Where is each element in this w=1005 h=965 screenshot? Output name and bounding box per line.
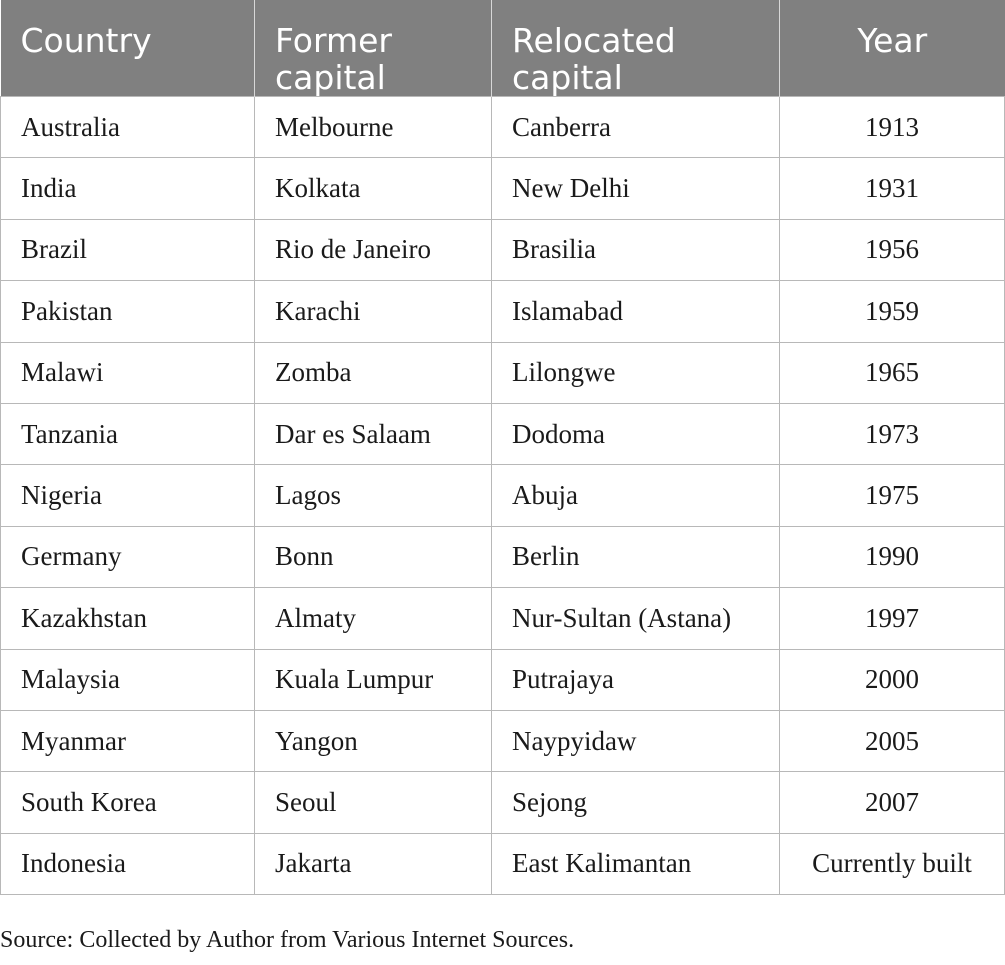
year-cell: 1931: [779, 157, 1005, 220]
table-row: India Kolkata New Delhi 1931: [0, 157, 1005, 220]
country-cell: Malaysia: [0, 648, 255, 711]
year-cell: 1975: [779, 464, 1005, 527]
relocated-capital-cell: Dodoma: [491, 402, 780, 466]
year-cell: 1913: [779, 95, 1005, 159]
former-capital-cell: Zomba: [254, 341, 492, 404]
country-cell: South Korea: [0, 771, 255, 834]
year-cell: 1997: [779, 587, 1005, 650]
former-capital-cell: Dar es Salaam: [254, 402, 492, 466]
table-body: Australia Melbourne Canberra 1913 India Kolka…: [0, 95, 1005, 896]
relocated-capital-cell: Putrajaya: [491, 648, 780, 711]
table-row: Myanmar Yangon Naypyidaw 2005: [0, 709, 1005, 773]
year-cell: 1956: [779, 218, 1005, 282]
former-capital-cell: Almaty: [254, 587, 492, 650]
former-capital-cell: Kolkata: [254, 157, 492, 220]
table-row: Pakistan Karachi Islamabad 1959: [0, 280, 1005, 343]
relocated-capital-cell: New Delhi: [491, 157, 780, 220]
former-capital-cell: Jakarta: [254, 832, 492, 896]
relocated-capital-cell: Lilongwe: [491, 341, 780, 404]
year-cell: 2005: [779, 709, 1005, 773]
former-capital-cell: Seoul: [254, 771, 492, 834]
country-cell: Pakistan: [0, 280, 255, 343]
former-capital-cell: Bonn: [254, 525, 492, 589]
relocated-capital-cell: Nur-Sultan (Astana): [491, 587, 780, 650]
table-header: Country Former capital Relocated capital…: [0, 0, 1005, 97]
header-relocated-capital: Relocated capital: [491, 0, 780, 97]
relocated-capital-cell: Naypyidaw: [491, 709, 780, 773]
year-cell: 2000: [779, 648, 1005, 711]
year-cell: 2007: [779, 771, 1005, 834]
source-note: Source: Collected by Author from Various…: [0, 927, 575, 953]
relocated-capital-cell: Brasilia: [491, 218, 780, 282]
table-row: Indonesia Jakarta East Kalimantan Currently…: [0, 832, 1005, 896]
header-row: Country Former capital Relocated capital…: [0, 0, 1005, 97]
country-cell: Germany: [0, 525, 255, 589]
country-cell: India: [0, 157, 255, 220]
former-capital-cell: Kuala Lumpur: [254, 648, 492, 711]
relocated-capital-cell: Islamabad: [491, 280, 780, 343]
header-former-capital: Former capital: [254, 0, 492, 97]
relocated-capital-cell: Sejong: [491, 771, 780, 834]
former-capital-cell: Karachi: [254, 280, 492, 343]
table-row: Tanzania Dar es Salaam Dodoma 1973: [0, 402, 1005, 466]
country-cell: Australia: [0, 95, 255, 159]
former-capital-cell: Yangon: [254, 709, 492, 773]
country-cell: Myanmar: [0, 709, 255, 773]
former-capital-cell: Lagos: [254, 464, 492, 527]
year-cell: Currently built: [779, 832, 1005, 896]
country-cell: Kazakhstan: [0, 587, 255, 650]
country-cell: Indonesia: [0, 832, 255, 896]
year-cell: 1959: [779, 280, 1005, 343]
table-row: Australia Melbourne Canberra 1913: [0, 95, 1005, 159]
table-row: Germany Bonn Berlin 1990: [0, 525, 1005, 589]
country-cell: Tanzania: [0, 402, 255, 466]
year-cell: 1973: [779, 402, 1005, 466]
table-row: Brazil Rio de Janeiro Brasilia 1956: [0, 218, 1005, 282]
country-cell: Brazil: [0, 218, 255, 282]
capital-relocation-table-container: Country Former capital Relocated capital…: [0, 0, 1005, 896]
relocated-capital-cell: Berlin: [491, 525, 780, 589]
year-cell: 1990: [779, 525, 1005, 589]
country-cell: Nigeria: [0, 464, 255, 527]
table-row: Nigeria Lagos Abuja 1975: [0, 464, 1005, 527]
table-row: Kazakhstan Almaty Nur-Sultan (Astana) 1997: [0, 587, 1005, 650]
former-capital-cell: Melbourne: [254, 95, 492, 159]
relocated-capital-cell: Abuja: [491, 464, 780, 527]
header-country: Country: [0, 0, 255, 97]
country-cell: Malawi: [0, 341, 255, 404]
table-row: South Korea Seoul Sejong 2007: [0, 771, 1005, 834]
relocated-capital-cell: East Kalimantan: [491, 832, 780, 896]
relocated-capital-cell: Canberra: [491, 95, 780, 159]
header-year: Year: [779, 0, 1005, 97]
year-cell: 1965: [779, 341, 1005, 404]
table-row: Malawi Zomba Lilongwe 1965: [0, 341, 1005, 404]
table-row: Malaysia Kuala Lumpur Putrajaya 2000: [0, 648, 1005, 711]
capital-relocation-table: Country Former capital Relocated capital…: [0, 0, 1005, 896]
former-capital-cell: Rio de Janeiro: [254, 218, 492, 282]
